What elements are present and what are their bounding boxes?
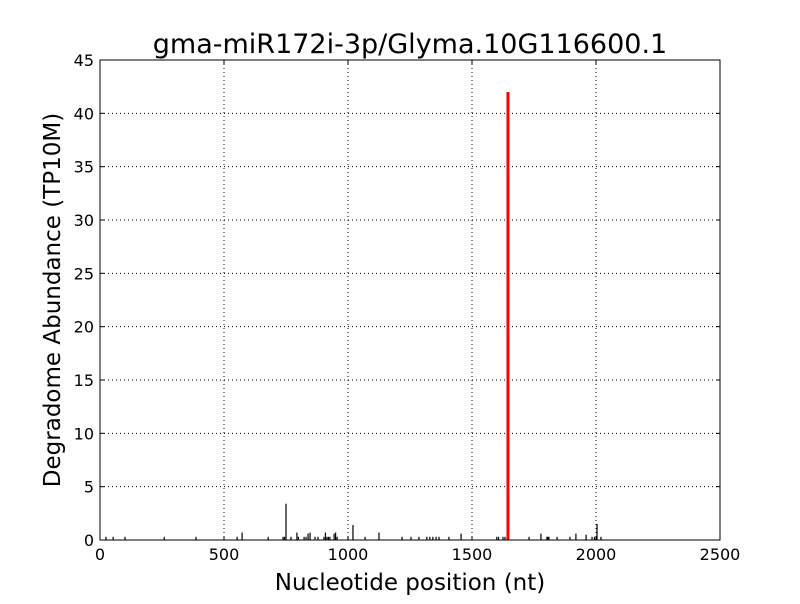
- x-tick-label: 1000: [328, 545, 369, 564]
- x-tick-label: 0: [95, 545, 105, 564]
- y-tick-label: 30: [74, 211, 94, 230]
- y-tick-label: 0: [84, 531, 94, 550]
- y-tick-label: 25: [74, 264, 94, 283]
- y-tick-label: 10: [74, 424, 94, 443]
- y-tick-label: 35: [74, 158, 94, 177]
- x-tick-label: 2500: [700, 545, 741, 564]
- x-tick-label: 1500: [452, 545, 493, 564]
- x-tick-label: 500: [209, 545, 240, 564]
- ticks: 0 500 1000 1500 2000 2500 0 5 10 15 20 25 30 35 40 45: [74, 51, 741, 564]
- chart-title: gma-miR172i-3p/Glyma.10G116600.1: [153, 29, 667, 60]
- plot-frame: [99, 59, 721, 541]
- y-tick-label: 5: [84, 478, 94, 497]
- y-tick-label: 45: [74, 51, 94, 70]
- x-tick-label: 2000: [576, 545, 617, 564]
- y-axis-label: Degradome Abundance (TP10M): [40, 113, 66, 487]
- x-axis-label: Nucleotide position (nt): [275, 570, 545, 596]
- y-tick-label: 15: [74, 371, 94, 390]
- y-tick-label: 20: [74, 318, 94, 337]
- y-tick-label: 40: [74, 104, 94, 123]
